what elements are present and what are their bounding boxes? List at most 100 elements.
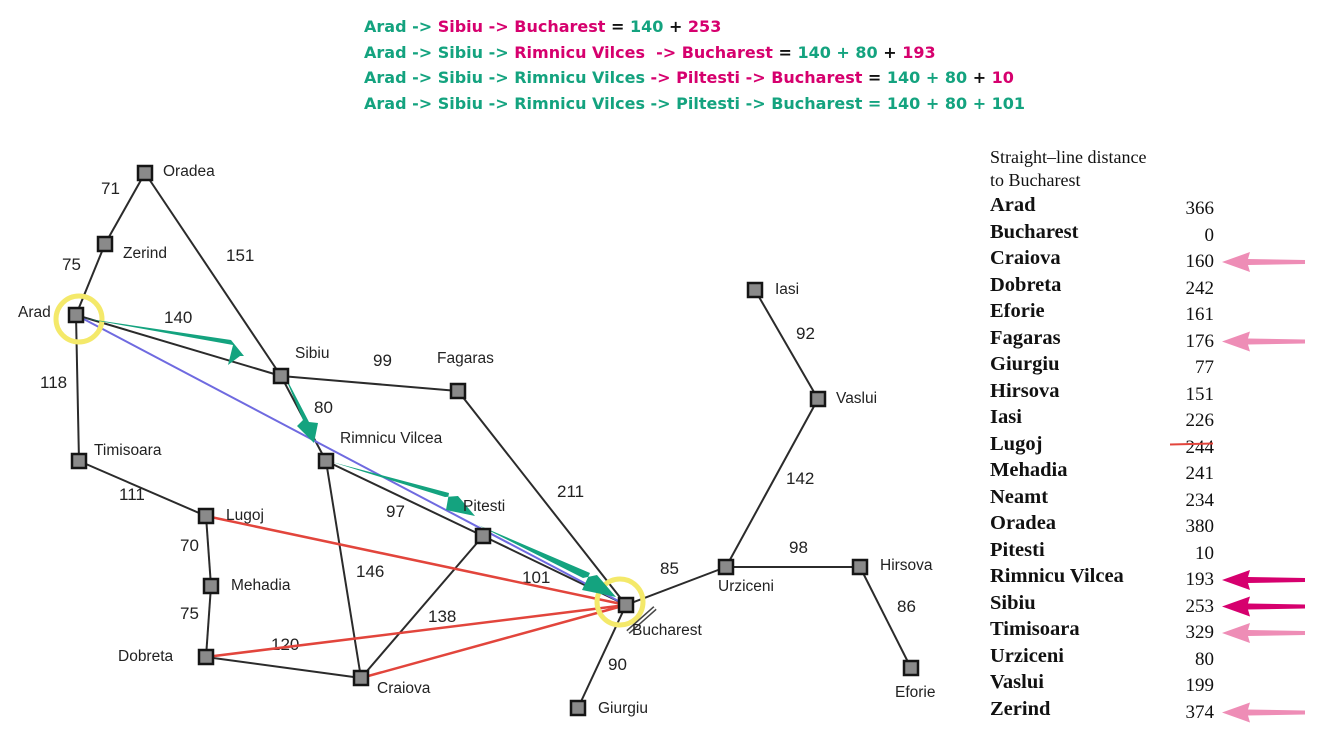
road-lugoj-mehadia: [205, 515, 212, 587]
city-name: Pitesti: [990, 538, 1045, 561]
city-node-hirsova: [851, 558, 869, 576]
road-distance-label: 70: [180, 536, 199, 555]
path-segment: 140: [629, 17, 664, 36]
distance-value: 242: [1185, 277, 1215, 299]
path-segment: Arad ->: [364, 17, 438, 36]
road-timisoara-lugoj: [78, 460, 207, 517]
distance-value: 77: [1195, 357, 1214, 378]
road-urziceni-vaslui: [725, 398, 819, 568]
search-arrow-rimnicu-pitesti: [332, 462, 475, 516]
city-label-urziceni: Urziceni: [718, 578, 774, 595]
distance-value: 160: [1185, 251, 1215, 272]
city-node-dobreta: [197, 648, 215, 666]
city-node-iasi: [746, 281, 764, 299]
path-segment: =: [862, 68, 887, 87]
path-segment: 253: [687, 17, 722, 36]
road-layer: 71 75 151 140 118 111 70 75 120 99 80 97 146 138 211 10…: [40, 172, 916, 709]
path-segment: +: [967, 68, 992, 87]
city-name: Bucharest: [990, 220, 1079, 243]
path-segment: -> Piltesti -> Bucharest: [650, 68, 863, 87]
city-label-oradea: Oradea: [163, 163, 215, 180]
straight-line-distance-table: Straight–line distance to Bucharest Arad…: [990, 146, 1220, 723]
table-row: Iasi 226: [990, 404, 1220, 431]
start-highlight-arad: [53, 293, 105, 345]
city-node-zerind: [96, 235, 114, 253]
table-row: Bucharest 0: [990, 219, 1220, 246]
road-distance-label: 111: [119, 485, 145, 504]
distance-value: 253: [1185, 595, 1215, 617]
road-distance-label: 118: [40, 373, 67, 392]
distance-value: 374: [1185, 701, 1215, 723]
table-row: Urziceni 80: [990, 643, 1220, 670]
road-zerind-arad: [75, 243, 106, 316]
road-fagaras-bucharest: [457, 390, 627, 606]
city-name: Eforie: [990, 300, 1045, 322]
road-distance-label: 99: [373, 351, 392, 370]
city-label-fagaras: Fagaras: [437, 350, 494, 367]
city-name: Arad: [990, 194, 1036, 216]
road-distance-label: 120: [271, 635, 299, 654]
city-node-sibiu: [272, 367, 290, 385]
table-row: Fagaras 176: [990, 325, 1220, 352]
city-label-giurgiu: Giurgiu: [598, 700, 648, 717]
road-rimnicu-pitesti: [325, 460, 484, 537]
distance-value: 329: [1185, 622, 1215, 643]
city-label-mehadia: Mehadia: [231, 577, 291, 594]
road-distance-label: 101: [522, 568, 550, 587]
city-layer: Oradea Zerind Arad Timisoara Lugoj Mehadia Dob…: [18, 163, 936, 717]
road-distance-label: 75: [180, 604, 199, 623]
city-label-craiova: Craiova: [377, 680, 431, 697]
city-label-lugoj: Lugoj: [226, 507, 264, 524]
road-distance-label: 97: [386, 502, 405, 521]
heuristic-arrow-fagaras: [1222, 331, 1305, 352]
city-name: Craiova: [990, 247, 1061, 269]
city-name: Timisoara: [990, 618, 1080, 640]
table-row: Oradea 380: [990, 510, 1220, 537]
table-row: Sibiu 253: [990, 590, 1220, 617]
table-row: Pitesti 10: [990, 537, 1220, 564]
city-node-eforie: [902, 659, 920, 677]
path-segment: +: [877, 42, 903, 62]
city-node-fagaras: [449, 382, 467, 400]
road-distance-label: 90: [608, 655, 627, 674]
table-row: Arad 366: [990, 192, 1220, 219]
city-label-vaslui: Vaslui: [836, 390, 877, 407]
city-name: Fagaras: [990, 326, 1061, 349]
distance-value: 151: [1185, 383, 1215, 405]
city-node-rimnicu: [317, 452, 335, 470]
city-name: Oradea: [990, 512, 1057, 534]
city-label-eforie: Eforie: [895, 684, 936, 701]
path-segment: +: [663, 17, 688, 36]
road-distance-label: 85: [660, 559, 679, 578]
city-node-craiova: [352, 669, 370, 687]
road-dobreta-craiova: [205, 656, 362, 679]
road-distance-label: 92: [796, 324, 815, 343]
distance-value: 366: [1185, 198, 1215, 219]
road-distance-label: 211: [557, 482, 584, 501]
city-node-oradea: [136, 164, 154, 182]
city-label-rimnicu: Rimnicu Vilcea: [340, 430, 443, 447]
table-row: Giurgiu 77: [990, 351, 1220, 378]
city-name: Urziceni: [990, 644, 1064, 667]
path-segment: Arad -> Sibiu ->: [364, 42, 515, 62]
path-cost-equations: Arad -> Sibiu -> Bucharest = 140 + 253 Ar…: [364, 14, 1025, 116]
path-segment: Arad -> Sibiu -> Rimnicu Vilces -> Pilte…: [364, 93, 1026, 113]
heuristic-arrow-craiova: [1222, 252, 1305, 272]
table-row: Hirsova 151: [990, 378, 1220, 405]
distance-value: 176: [1185, 330, 1215, 352]
city-node-vaslui: [809, 390, 827, 408]
city-label-dobreta: Dobreta: [118, 648, 174, 665]
path-segment: Sibiu -> Bucharest: [437, 17, 606, 36]
table-row: Neamt 234: [990, 484, 1220, 511]
city-node-giurgiu: [569, 699, 587, 717]
road-hirsova-eforie: [859, 566, 912, 669]
path-equation-3: Arad -> Sibiu -> Rimnicu Vilces -> Pilte…: [364, 65, 1025, 91]
road-bucharest-giurgiu: [577, 604, 627, 709]
road-distance-label: 80: [314, 398, 333, 417]
straight-line-arad-bucharest: [75, 314, 627, 606]
city-node-pitesti: [474, 527, 492, 545]
estimate-line-lugoj: [205, 514, 627, 607]
road-arad-timisoara: [75, 314, 80, 462]
path-segment: 140 + 80: [886, 68, 968, 87]
heuristic-arrow-sibiu: [1222, 596, 1305, 617]
